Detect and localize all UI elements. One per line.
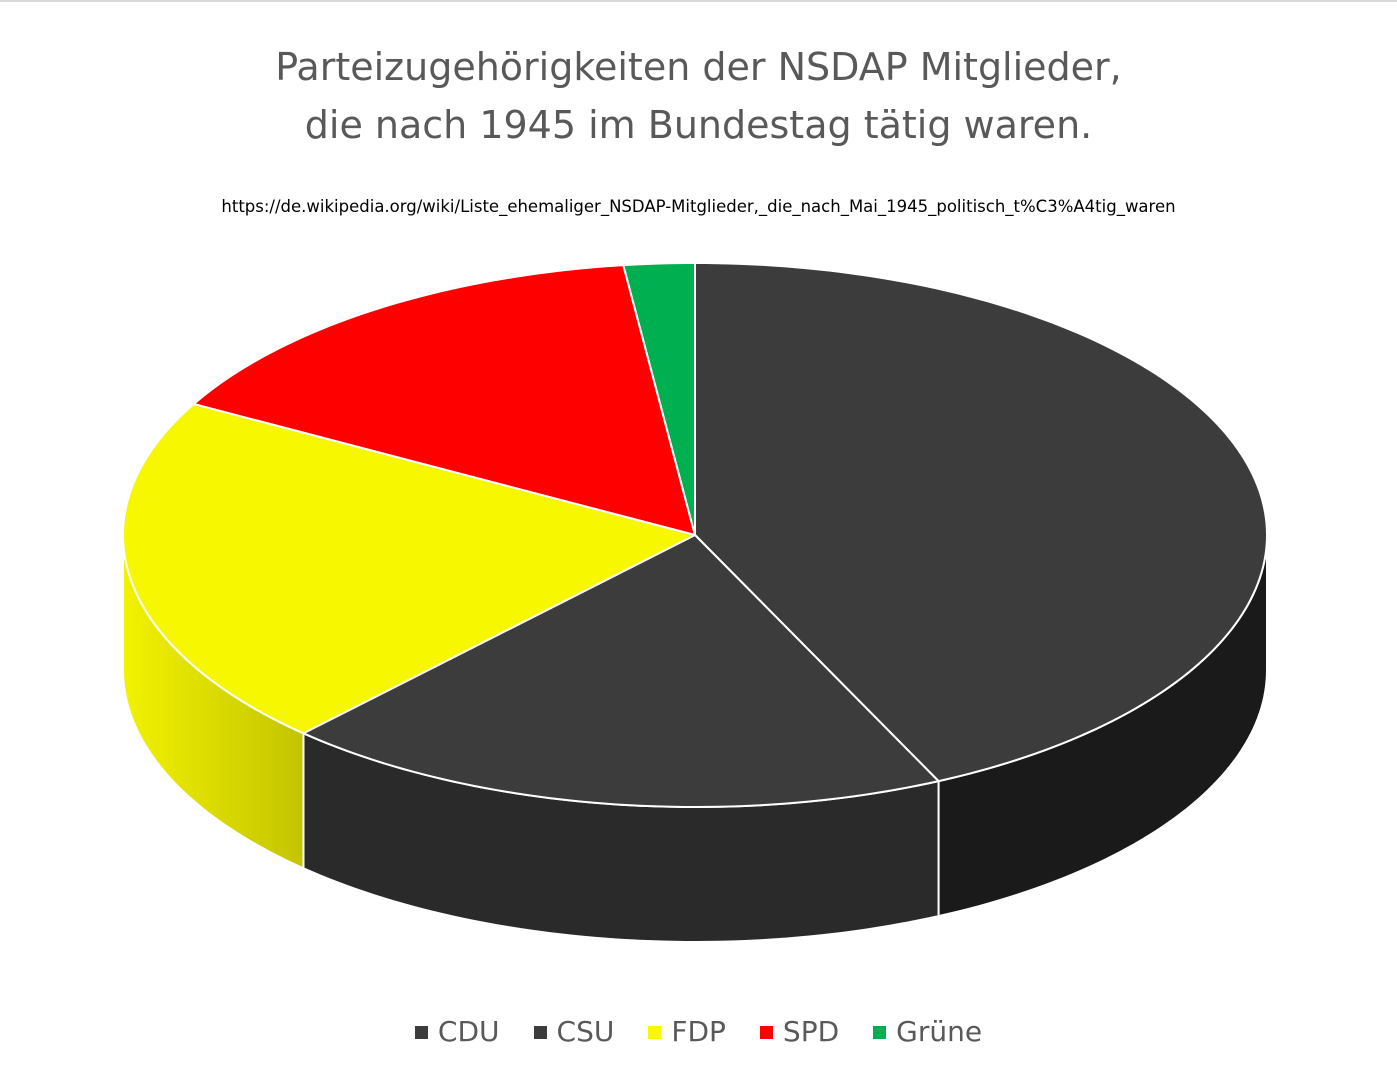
legend-item-fdp: FDP: [648, 1010, 726, 1054]
pie-chart: [122, 262, 1268, 943]
legend-swatch-cdu: [414, 1025, 428, 1039]
chart-title: Parteizugehörigkeiten der NSDAP Mitglied…: [0, 38, 1397, 154]
pie-slice-fdp: [122, 402, 696, 735]
pie-slice-cdu: [694, 262, 1268, 783]
legend-swatch-fdp: [648, 1025, 662, 1039]
pie-slice-gruene: [622, 262, 696, 536]
chart-source-url: https://de.wikipedia.org/wiki/Liste_ehem…: [221, 197, 1176, 216]
legend-item-csu: CSU: [533, 1010, 615, 1054]
frame-border: [0, 0, 1397, 2]
legend-item-gruene: Grüne: [873, 1010, 982, 1054]
legend-item-spd: SPD: [759, 1010, 840, 1054]
legend-label-cdu: CDU: [437, 1015, 500, 1048]
legend-item-cdu: CDU: [414, 1010, 500, 1054]
chart-legend: CDU CSU FDP SPD Grüne: [0, 1010, 1397, 1054]
legend-label-csu: CSU: [556, 1015, 615, 1048]
pie-slice-csu: [302, 534, 940, 808]
legend-label-fdp: FDP: [671, 1015, 726, 1048]
chart-title-line-1: Parteizugehörigkeiten der NSDAP Mitglied…: [275, 45, 1122, 89]
chart-title-line-2: die nach 1945 im Bundestag tätig waren.: [304, 103, 1093, 147]
legend-swatch-gruene: [873, 1025, 887, 1039]
legend-label-spd: SPD: [782, 1015, 840, 1048]
legend-label-gruene: Grüne: [896, 1015, 983, 1048]
legend-swatch-csu: [533, 1025, 547, 1039]
pie-slice-spd: [192, 264, 696, 536]
legend-swatch-spd: [759, 1025, 773, 1039]
